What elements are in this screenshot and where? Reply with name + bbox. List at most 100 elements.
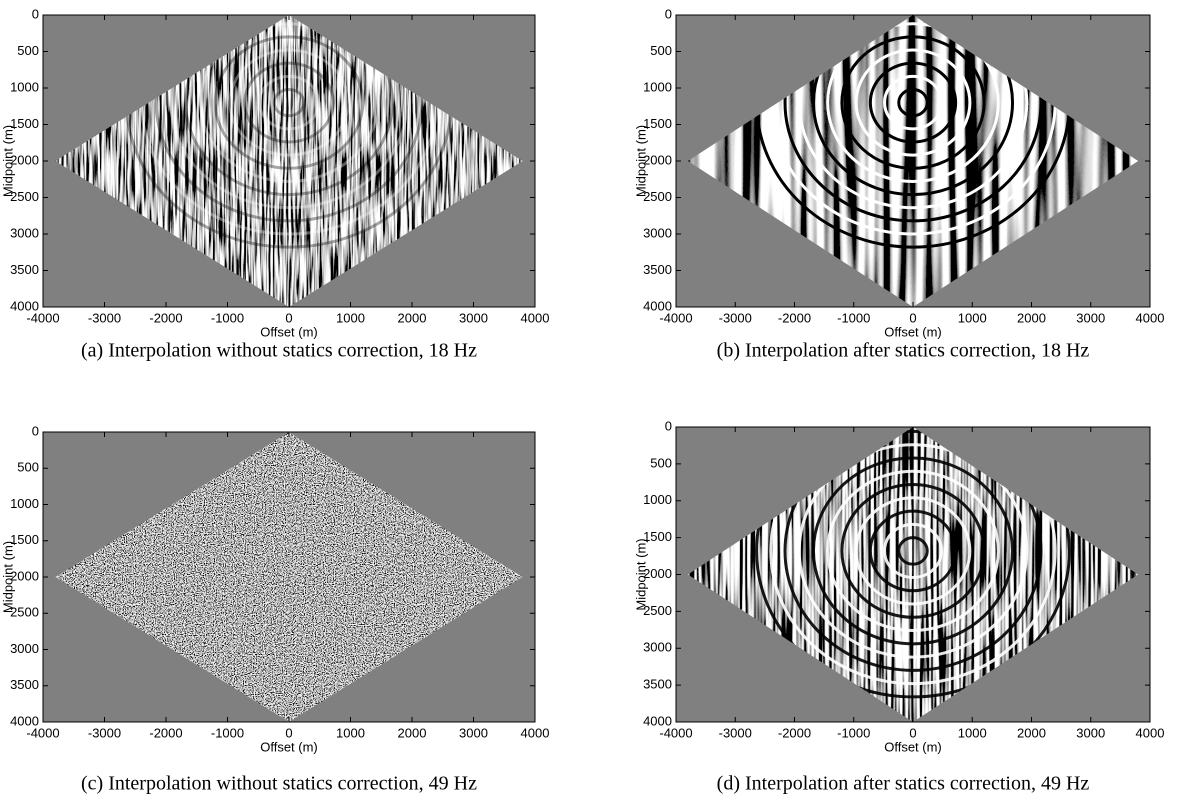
x-tick-label: 4000 [521,310,550,325]
wavefront [797,15,1029,210]
x-tick-label: 4000 [1136,310,1165,325]
y-tick-label: 3000 [10,641,39,656]
y-tick-label: 1000 [10,79,39,94]
wavefront [755,427,1071,699]
x-axis-label: Offset (m) [884,324,942,339]
y-tick-label: 2000 [643,566,672,581]
wavefront [897,536,929,566]
y-tick-label: 2500 [643,603,672,618]
y-tick-label: 3000 [643,225,672,240]
y-tick-label: 2500 [10,605,39,620]
x-axis-label: Offset (m) [260,324,318,339]
x-tick-label: -2000 [149,725,182,740]
x-tick-label: 0 [285,725,292,740]
caption: (b) Interpolation after statics correcti… [717,340,1090,362]
y-tick-label: 500 [17,460,39,475]
wavefront [840,35,986,170]
wavefront [883,74,943,131]
y-tick-label: 3500 [10,677,39,692]
x-tick-label: 4000 [1136,725,1165,740]
y-tick-label: 3500 [10,262,39,277]
wavefront [840,483,986,619]
y-tick-label: 2500 [643,189,672,204]
x-tick-label: -3000 [719,310,752,325]
wavefront [769,427,1057,686]
x-tick-label: -1000 [211,725,244,740]
x-tick-label: 4000 [521,725,550,740]
x-tick-label: 3000 [459,725,488,740]
wavefront [854,496,972,606]
y-tick-label: 4000 [10,298,39,313]
y-tick-label: 1000 [643,492,672,507]
wavefront [854,48,972,157]
y-tick-label: 1000 [643,79,672,94]
x-tick-label: -1000 [837,310,870,325]
wavefront [826,469,1000,633]
x-tick-label: -3000 [719,725,752,740]
caption: (c) Interpolation without statics correc… [81,773,477,795]
wavefront [897,87,929,118]
y-tick-label: 4000 [643,298,672,313]
caption: (d) Interpolation after statics correcti… [717,773,1090,795]
wavefront [184,15,394,197]
y-tick-label: 1500 [10,532,39,547]
x-tick-label: -2000 [778,725,811,740]
y-tick-label: 2000 [10,568,39,583]
wavefront [213,35,365,170]
wavefront [797,443,1029,659]
x-tick-label: 1000 [336,310,365,325]
y-tick-label: 4000 [643,713,672,728]
y-tick-label: 0 [32,6,39,21]
y-tick-label: 0 [665,418,672,433]
y-tick-label: 2000 [10,152,39,167]
x-tick-label: 1000 [958,725,987,740]
x-tick-label: 0 [285,310,292,325]
x-tick-label: 1000 [336,725,365,740]
y-tick-label: 500 [650,43,672,58]
x-tick-label: -2000 [778,310,811,325]
x-tick-label: 3000 [1076,310,1105,325]
x-tick-label: 0 [909,310,916,325]
y-tick-label: 500 [650,455,672,470]
x-tick-label: -4000 [659,310,692,325]
wavefront [198,22,380,183]
x-tick-label: 0 [909,725,916,740]
y-tick-label: 2500 [10,189,39,204]
x-axis-label: Offset (m) [260,739,318,754]
y-tick-label: 0 [665,6,672,21]
wavefront [868,509,958,593]
y-tick-label: 3000 [10,225,39,240]
wavefront [272,87,306,118]
wavefront [811,456,1015,646]
y-tick-label: 1000 [10,496,39,511]
x-tick-label: -2000 [149,310,182,325]
y-tick-label: 3000 [643,640,672,655]
x-tick-label: 2000 [1017,310,1046,325]
x-tick-label: -1000 [837,725,870,740]
wavefront [883,522,943,579]
wavefront [811,15,1015,197]
x-tick-label: -3000 [88,310,121,325]
wavefront [228,48,350,157]
x-tick-label: -4000 [26,310,59,325]
x-tick-label: 2000 [1017,725,1046,740]
wavefront [826,22,1000,183]
y-axis-label: Midpoint (m) [0,541,15,613]
wavefront [154,15,424,223]
x-tick-label: -4000 [659,725,692,740]
y-tick-label: 0 [32,423,39,438]
y-tick-label: 1500 [10,116,39,131]
y-axis-label: Midpoint (m) [633,125,648,197]
y-tick-label: 3500 [643,677,672,692]
x-tick-label: 2000 [398,725,427,740]
wavefront [169,15,409,210]
y-tick-label: 1500 [643,529,672,544]
y-axis-label: Midpoint (m) [0,125,15,197]
y-tick-label: 1500 [643,116,672,131]
y-tick-label: 500 [17,43,39,58]
x-tick-label: -3000 [88,725,121,740]
x-tick-label: -4000 [26,725,59,740]
x-tick-label: 2000 [398,310,427,325]
y-tick-label: 3500 [643,262,672,277]
